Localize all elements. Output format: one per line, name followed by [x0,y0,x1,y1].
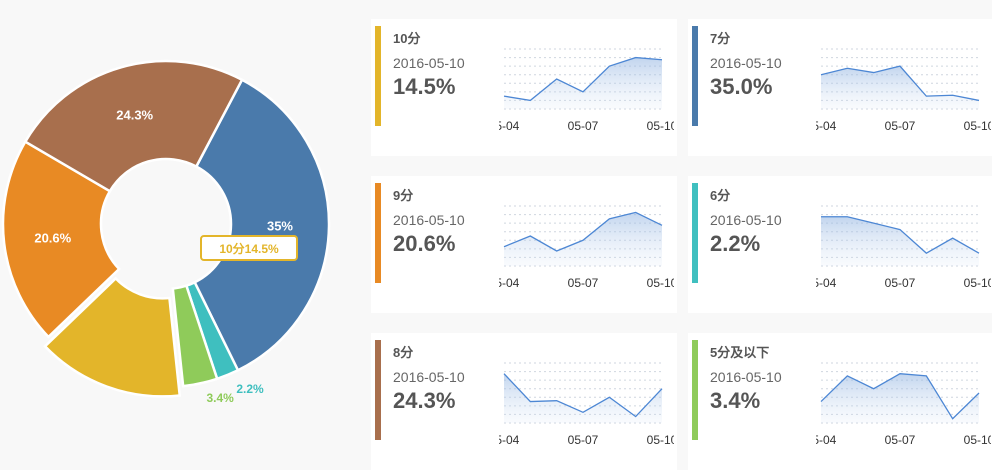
donut-slice [193,78,331,372]
card-9fen: 9分 2016-05-10 20.6% 05-04 05-07 05-10 [371,176,677,313]
card-color-bar [375,26,381,126]
donut-slice-label: 35% [267,219,293,234]
card-date: 2016-05-10 [710,55,782,71]
sparkline-tick-label: 05-04 [816,433,837,447]
card-percentage: 35.0% [710,74,773,99]
sparkline-tick-label: 05-10 [647,276,674,290]
donut-slice [1,140,121,339]
sparkline-line [820,65,980,102]
card-percentage: 24.3% [393,388,456,413]
card-date: 2016-05-10 [710,212,782,228]
card-color-bar [375,183,381,283]
sparkline-tick-label: 05-04 [499,433,520,447]
donut-slice [43,276,182,398]
card-score-label: 6分 [710,188,731,203]
sparkline-tick-label: 05-04 [816,276,837,290]
donut-tooltip-label: 10分14.5% [219,241,279,256]
donut-slice [23,59,244,193]
sparkline-tick-label: 05-10 [964,119,991,133]
card-color-bar [375,340,381,440]
sparkline-chart: 05-04 05-07 05-10 [816,205,991,290]
sparkline-area [821,373,979,423]
sparkline-area [504,57,662,109]
card-color-bar [692,26,698,126]
card-date: 2016-05-10 [393,212,465,228]
sparkline-tick-label: 05-07 [885,433,916,447]
sparkline-tick-label: 05-04 [816,119,837,133]
sparkline-line [503,56,663,102]
donut-chart: 35% 2.2%3.4% 10分14.5% 20.6% 24.3% [1,59,331,405]
card-percentage: 3.4% [710,388,761,413]
sparkline-chart: 05-04 05-07 05-10 [499,205,674,290]
sparkline-chart: 05-04 05-07 05-10 [499,362,674,447]
sparkline-line [820,373,980,420]
sparkline-area [504,373,662,423]
sparkline-tick-label: 05-07 [568,433,599,447]
sparkline-tick-label: 05-04 [499,119,520,133]
donut-tooltip-box [200,235,298,261]
card-8fen: 8分 2016-05-10 24.3% 05-04 05-07 05-10 [371,333,677,470]
donut-slice [171,284,219,388]
card-6fen: 6分 2016-05-10 2.2% 05-04 05-07 05-10 [688,176,992,313]
card-7fen: 7分 2016-05-10 35.0% 05-04 05-07 05-10 [688,19,992,156]
card-score-label: 10分 [393,31,421,46]
card-percentage: 14.5% [393,74,456,99]
sparkline-area [821,216,979,266]
card-percentage: 2.2% [710,231,761,256]
sparkline-tick-label: 05-07 [568,119,599,133]
sparkline-line [821,216,980,254]
sparkline-tick-label: 05-04 [499,276,520,290]
donut-outer-label: 3.4% [206,391,234,405]
card-date: 2016-05-10 [393,55,465,71]
card-10fen: 10分 2016-05-10 14.5% 05-04 05-07 05-10 [371,19,677,156]
sparkline-tick-label: 05-07 [568,276,599,290]
donut-slice-label: 24.3% [116,107,153,122]
card-percentage: 20.6% [393,231,456,256]
sparkline-tick-label: 05-10 [964,433,991,447]
sparkline-tick-label: 05-10 [647,119,674,133]
sparkline-tick-label: 05-07 [885,119,916,133]
sparkline-chart: 05-04 05-07 05-10 [499,48,674,133]
sparkline-area [821,66,979,109]
card-date: 2016-05-10 [710,369,782,385]
card-score-label: 5分及以下 [710,345,770,360]
sparkline-chart: 05-04 05-07 05-10 [816,362,991,447]
card-score-label: 8分 [393,345,414,360]
card-score-label: 7分 [710,31,731,46]
sparkline-chart: 05-04 05-07 05-10 [816,48,991,133]
sparkline-tick-label: 05-10 [647,433,674,447]
sparkline-line [503,211,663,252]
sparkline-tick-label: 05-07 [885,276,916,290]
card-color-bar [692,183,698,283]
card-5fen-and-below: 5分及以下 2016-05-10 3.4% 05-04 05-07 05-10 [688,333,992,470]
card-color-bar [692,340,698,440]
sparkline-area [504,212,662,266]
sparkline-tick-label: 05-10 [964,276,991,290]
card-score-label: 9分 [393,188,414,203]
card-date: 2016-05-10 [393,369,465,385]
donut-chart-area: 35% 2.2% 3.4% 10分14.5% 20.6% 24.3% [0,0,360,448]
donut-slice-label: 20.6% [34,230,71,245]
donut-outer-label: 2.2% [236,382,264,396]
sparkline-line [503,373,663,418]
